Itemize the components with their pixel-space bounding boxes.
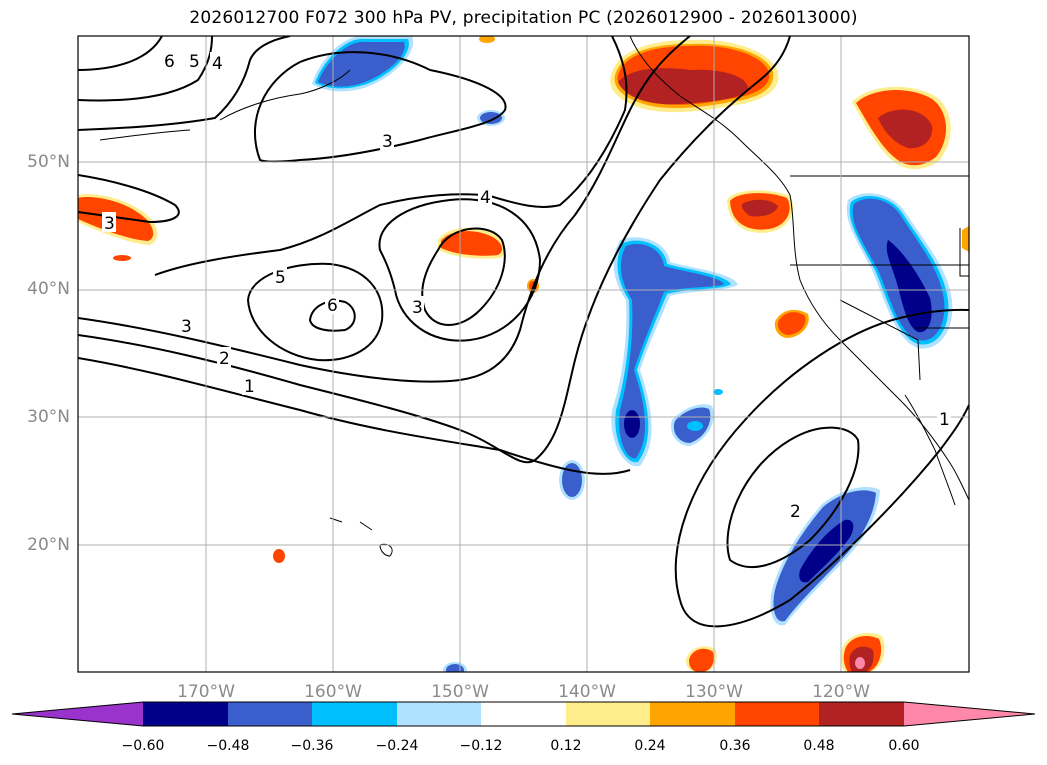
contour-label: 4 [212, 54, 223, 74]
colorbar-tick: −0.60 [121, 738, 165, 754]
contour-label: 6 [164, 52, 175, 72]
contour-label: 2 [219, 349, 230, 369]
contour-label: 3 [382, 132, 393, 152]
lon-label: 120°W [812, 682, 870, 702]
colorbar-segment [228, 702, 312, 726]
map-background [78, 36, 969, 672]
lat-label: 30°N [27, 407, 70, 427]
contour-label: 3 [104, 214, 115, 234]
precip-negative-areas [312, 36, 953, 672]
lon-label: 130°W [685, 682, 743, 702]
lon-label: 170°W [177, 682, 235, 702]
lat-label: 20°N [27, 535, 70, 555]
colorbar-tick: 0.24 [634, 738, 666, 754]
lon-label: 140°W [558, 682, 616, 702]
contour-label: 5 [189, 52, 200, 72]
colorbar-tick: −0.48 [206, 738, 250, 754]
contour-label: 1 [939, 410, 950, 430]
lon-label: 160°W [304, 682, 362, 702]
map-frame [77, 35, 970, 673]
colorbar-extend-low [12, 702, 143, 726]
colorbar-tick: 0.60 [888, 738, 920, 754]
contour-label: 5 [275, 268, 286, 288]
contour-label: 2 [790, 502, 801, 522]
colorbar-segment [312, 702, 397, 726]
colorbar-tick: −0.36 [290, 738, 334, 754]
lat-label: 40°N [27, 279, 70, 299]
contour-labels: 6 5 4 3 4 3 5 6 3 3 2 1 2 1 [102, 50, 951, 522]
colorbar-tick: −0.24 [375, 738, 419, 754]
chart-title: 2026012700 F072 300 hPa PV, precipitatio… [189, 8, 858, 28]
colorbar-tick: 0.36 [719, 738, 751, 754]
graticule [78, 36, 969, 672]
pv-contours [78, 36, 969, 628]
colorbar-segment [735, 702, 819, 726]
contour-label: 3 [412, 298, 423, 318]
contour-label: 6 [327, 296, 338, 316]
contour-label: 4 [480, 188, 491, 208]
colorbar-segment [650, 702, 735, 726]
colorbar-extend-high [904, 702, 1035, 726]
colorbar-tick: −0.12 [459, 738, 503, 754]
colorbar-segment [819, 702, 904, 726]
colorbar-segment [143, 702, 228, 726]
colorbar-tick: 0.12 [550, 738, 582, 754]
colorbar-segment [481, 702, 566, 726]
contour-label: 1 [244, 377, 255, 397]
colorbar-segment [397, 702, 481, 726]
colorbar-segment [566, 702, 650, 726]
contour-label: 3 [181, 317, 192, 337]
lat-label: 50°N [27, 152, 70, 172]
colorbar [11, 701, 1036, 727]
colorbar-tick: 0.48 [803, 738, 835, 754]
coastlines [99, 36, 969, 557]
lon-label: 150°W [431, 682, 489, 702]
